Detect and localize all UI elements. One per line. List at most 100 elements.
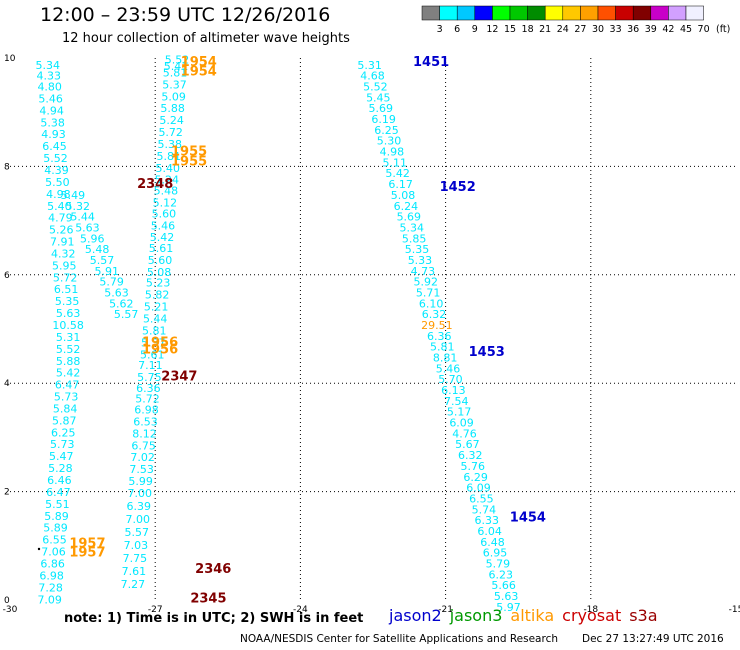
x-tick-label: -18 bbox=[583, 605, 598, 615]
wave-height-label: 5.57 bbox=[141, 336, 166, 349]
wave-height-label: 5.21 bbox=[144, 301, 169, 314]
pass-number-label: 1452 bbox=[440, 180, 476, 195]
wave-height-label: 5.60 bbox=[148, 254, 173, 267]
wave-height-label: 5.85 bbox=[402, 232, 427, 245]
wave-height-label: 5.52 bbox=[363, 81, 388, 94]
colorbar-label: 24 bbox=[557, 24, 569, 35]
wave-height-label: 5.51 bbox=[45, 498, 70, 511]
wave-height-label: 4.39 bbox=[44, 164, 69, 177]
wave-height-label: 5.23 bbox=[146, 277, 171, 290]
colorbar-label: 21 bbox=[539, 24, 551, 35]
wave-height-label: 5.26 bbox=[49, 224, 74, 237]
colorbar-swatch bbox=[527, 5, 546, 21]
wave-height-label: 5.72 bbox=[53, 271, 78, 284]
wave-height-label: 5.73 bbox=[54, 391, 79, 404]
wave-height-label: 6.32 bbox=[422, 308, 447, 321]
wave-height-label: 6.23 bbox=[489, 568, 514, 581]
wave-height-label: 5.57 bbox=[125, 526, 150, 539]
wave-height-label: 6.04 bbox=[477, 525, 502, 538]
footer-credit: NOAA/NESDIS Center for Satellite Applica… bbox=[240, 633, 558, 645]
wave-height-label: 5.50 bbox=[45, 176, 70, 189]
wave-height-label: 5.57 bbox=[90, 254, 115, 267]
wave-height-label: 5.79 bbox=[486, 557, 511, 570]
chart-title: 12:00 – 23:59 UTC 12/26/2016 bbox=[40, 4, 331, 26]
wave-height-label: 5.96 bbox=[80, 232, 105, 245]
wave-height-label: 4.94 bbox=[39, 104, 64, 117]
wave-height-label: 5.69 bbox=[397, 211, 422, 224]
wave-height-label: 5.89 bbox=[44, 510, 69, 523]
wave-height-label: 6.51 bbox=[54, 283, 79, 296]
wave-height-label: 5.67 bbox=[455, 438, 480, 451]
wave-height-label: 5.42 bbox=[56, 367, 81, 380]
wave-height-label: 5.95 bbox=[52, 259, 77, 272]
colorbar-label: 3 bbox=[437, 24, 443, 35]
wave-height-label: 7.61 bbox=[122, 565, 147, 578]
wave-height-label: 5.44 bbox=[70, 211, 95, 224]
y-tick-label: 8 bbox=[4, 162, 10, 172]
wave-height-label: 5.31 bbox=[56, 331, 81, 344]
wave-height-label: 4.79 bbox=[48, 212, 73, 225]
footer-note: note: 1) Time is in UTC; 2) SWH is in fe… bbox=[64, 611, 364, 626]
wave-height-label: 5.79 bbox=[99, 276, 124, 289]
pass-number-label: 1451 bbox=[413, 55, 449, 70]
wave-height-label: 5.81 bbox=[142, 324, 167, 337]
legend-entry-cryosat: cryosat bbox=[562, 606, 622, 625]
wave-height-label: 5.48 bbox=[85, 243, 110, 256]
colorbar-swatch bbox=[632, 5, 652, 21]
y-tick-label: 10 bbox=[4, 54, 16, 64]
wave-height-label: 5.35 bbox=[405, 243, 430, 256]
y-tick-label: 4 bbox=[4, 379, 10, 389]
wave-height-label: 5.82 bbox=[145, 289, 170, 302]
wave-height-label: 6.48 bbox=[480, 536, 505, 549]
wave-height-label: 5.52 bbox=[56, 343, 81, 356]
wave-height-label: 4.73 bbox=[411, 265, 436, 278]
wave-height-label: 5.75 bbox=[137, 371, 162, 384]
wave-height-label: 7.02 bbox=[130, 451, 155, 464]
wave-height-label: 5.42 bbox=[385, 167, 410, 180]
wave-height-label: 7.03 bbox=[124, 539, 149, 552]
wave-height-label: 6.75 bbox=[131, 439, 156, 452]
wave-height-label: 4.98 bbox=[380, 146, 405, 159]
wave-height-label: 5.63 bbox=[494, 590, 519, 603]
wave-height-label: 5.41 bbox=[164, 60, 189, 73]
stray-point bbox=[37, 547, 41, 551]
wave-height-label: 5.72 bbox=[158, 126, 183, 139]
pass-number-label: 1957 bbox=[69, 536, 105, 551]
colorbar-swatch bbox=[474, 5, 493, 21]
colorbar-swatch bbox=[562, 5, 581, 21]
wave-height-label: 5.49 bbox=[61, 189, 86, 202]
wave-height-label: 5.84 bbox=[53, 402, 78, 415]
x-tick-label: -27 bbox=[148, 605, 163, 615]
wave-height-label: 5.45 bbox=[366, 91, 391, 104]
wave-height-label: 5.31 bbox=[357, 59, 382, 72]
wave-height-label: 5.08 bbox=[147, 266, 172, 279]
wave-height-label: 7.06 bbox=[41, 546, 66, 559]
wave-height-label: 8.81 bbox=[433, 352, 458, 365]
wave-height-label: 5.73 bbox=[50, 438, 75, 451]
wave-height-label: 7.53 bbox=[129, 463, 154, 476]
legend-entry-jason3: jason3 bbox=[449, 606, 503, 625]
wave-height-label: 5.40 bbox=[47, 200, 72, 213]
wave-height-label: 6.25 bbox=[374, 124, 399, 137]
x-tick-label: -21 bbox=[438, 605, 453, 615]
wave-height-label: 5.37 bbox=[162, 78, 187, 91]
colorbar-label: 6 bbox=[454, 24, 460, 35]
wave-height-label: 5.88 bbox=[160, 102, 185, 115]
wave-height-label: 5.63 bbox=[75, 221, 100, 234]
colorbar-swatch bbox=[685, 5, 704, 21]
wave-height-label: 5.09 bbox=[161, 90, 186, 103]
wave-height-label: 6.53 bbox=[133, 415, 158, 428]
wave-height-label: 6.36 bbox=[427, 330, 452, 343]
wave-height-label: 5.60 bbox=[152, 207, 177, 220]
wave-height-label: 5.38 bbox=[157, 138, 182, 151]
wave-height-label: 5.70 bbox=[438, 373, 463, 386]
wave-height-label: 5.34 bbox=[399, 221, 424, 234]
wave-height-label: 6.98 bbox=[39, 569, 64, 582]
wave-height-label: 5.34 bbox=[36, 59, 61, 72]
colorbar-label: 30 bbox=[592, 24, 604, 35]
wave-height-label: 5.76 bbox=[460, 460, 485, 473]
wave-height-label: 6.95 bbox=[483, 547, 508, 560]
wave-height-label: 5.46 bbox=[38, 92, 63, 105]
colorbar-swatch bbox=[492, 5, 511, 21]
